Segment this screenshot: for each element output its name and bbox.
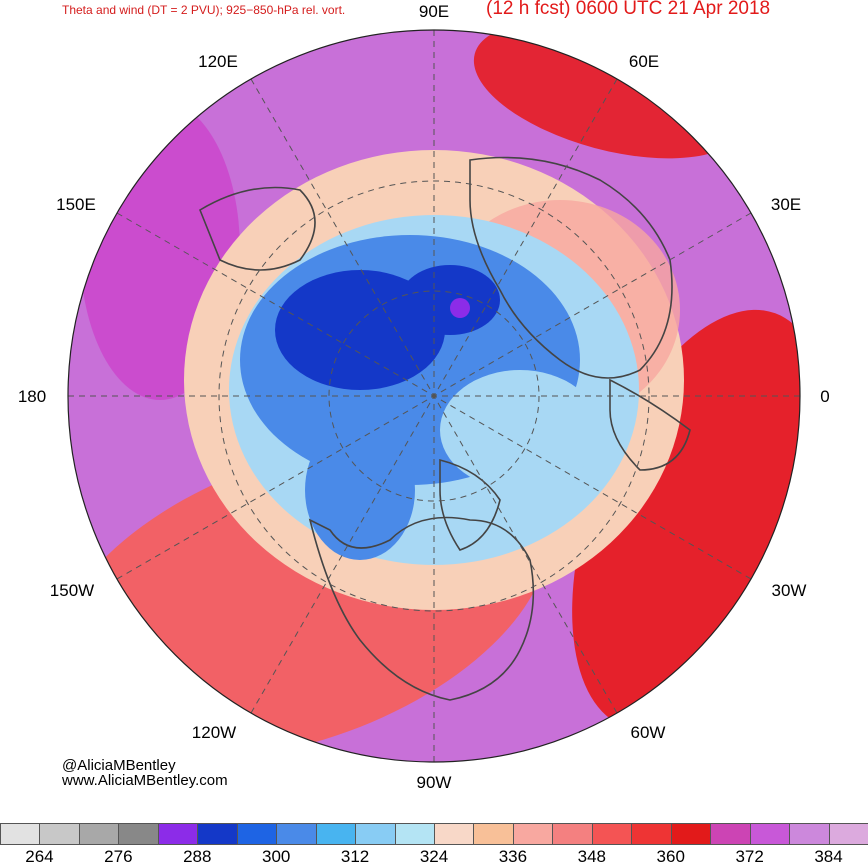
colorbar-swatch <box>0 823 41 845</box>
colorbar-swatch <box>315 823 357 845</box>
colorbar-swatch <box>355 823 396 845</box>
lon-label-90w: 90W <box>416 773 452 792</box>
coastline-eurasia <box>469 156 673 379</box>
colorbar: 264 276 288 300 312 324 336 348 360 372 384 <box>0 823 868 866</box>
colorbar-label: 276 <box>104 847 133 866</box>
colorbar-swatch <box>473 823 514 845</box>
lon-label-120w: 120W <box>191 723 237 742</box>
colorbar-swatch <box>749 823 791 845</box>
colorbar-label: 264 <box>25 847 54 866</box>
meridian-30e-150w <box>116 212 752 580</box>
colorbar-label: 312 <box>340 847 370 866</box>
colorbar-label: 360 <box>656 847 685 866</box>
lon-label-30e: 30E <box>770 195 802 214</box>
colorbar-label: 336 <box>498 847 528 866</box>
map-boundary <box>67 29 801 763</box>
theta-min-spot <box>450 298 470 318</box>
colorbar-label: 288 <box>183 847 212 866</box>
lon-label-150w: 150W <box>49 581 95 600</box>
colorbar-swatch <box>512 823 554 845</box>
colorbar-swatch <box>552 823 593 845</box>
colorbar-label: 324 <box>419 847 449 866</box>
lon-label-180: 180 <box>17 387 47 406</box>
map-title: Theta and wind (DT = 2 PVU); 925−850-hPa… <box>62 3 346 17</box>
lon-label-30w: 30W <box>771 581 807 600</box>
colorbar-swatch <box>39 823 80 845</box>
coastlines <box>199 156 691 701</box>
lon-label-150e: 150E <box>56 195 96 214</box>
coastline-greenland <box>439 458 501 551</box>
colorbar-swatch <box>78 823 120 845</box>
colorbar-swatch <box>828 823 868 845</box>
latitude-circle-1 <box>328 290 540 502</box>
lon-label-60e: 60E <box>628 52 660 71</box>
colorbar-swatch <box>591 823 633 845</box>
credit-website[interactable]: www.AliciaMBentley.com <box>62 772 228 789</box>
colorbar-swatch <box>236 823 278 845</box>
colorbar-label: 372 <box>735 847 764 866</box>
theta-tongue-cool <box>440 370 600 490</box>
colorbar-swatch <box>789 823 830 845</box>
colorbar-swatch <box>394 823 435 845</box>
colorbar-swatch <box>118 823 159 845</box>
lon-label-60w: 60W <box>630 723 666 742</box>
polar-map <box>67 29 801 763</box>
lon-label-0: 0 <box>820 387 830 406</box>
colorbar-swatch <box>434 823 475 845</box>
credit-handle: @AliciaMBentley <box>62 757 176 774</box>
colorbar-label: 348 <box>577 847 606 866</box>
theta-tongue-cold <box>305 420 415 560</box>
coastline-east-asia <box>199 186 316 271</box>
forecast-time: (12 h fcst) 0600 UTC 21 Apr 2018 <box>486 0 771 19</box>
colorbar-swatch <box>197 823 238 845</box>
colorbar-label: 384 <box>814 847 843 866</box>
colorbar-swatch <box>710 823 751 845</box>
latitude-circle-2 <box>218 180 650 612</box>
lon-label-120e: 120E <box>198 52 238 71</box>
theta-core-coldest-2 <box>400 265 500 335</box>
graticule <box>68 30 800 762</box>
colorbar-swatch <box>670 823 712 845</box>
colorbar-swatch <box>276 823 317 845</box>
coastline-north-america <box>308 516 535 701</box>
colorbar-swatch <box>157 823 199 845</box>
colorbar-swatch <box>631 823 672 845</box>
colorbar-label: 300 <box>261 847 291 866</box>
theta-field <box>68 30 800 762</box>
lon-label-90e: 90E <box>418 2 450 21</box>
